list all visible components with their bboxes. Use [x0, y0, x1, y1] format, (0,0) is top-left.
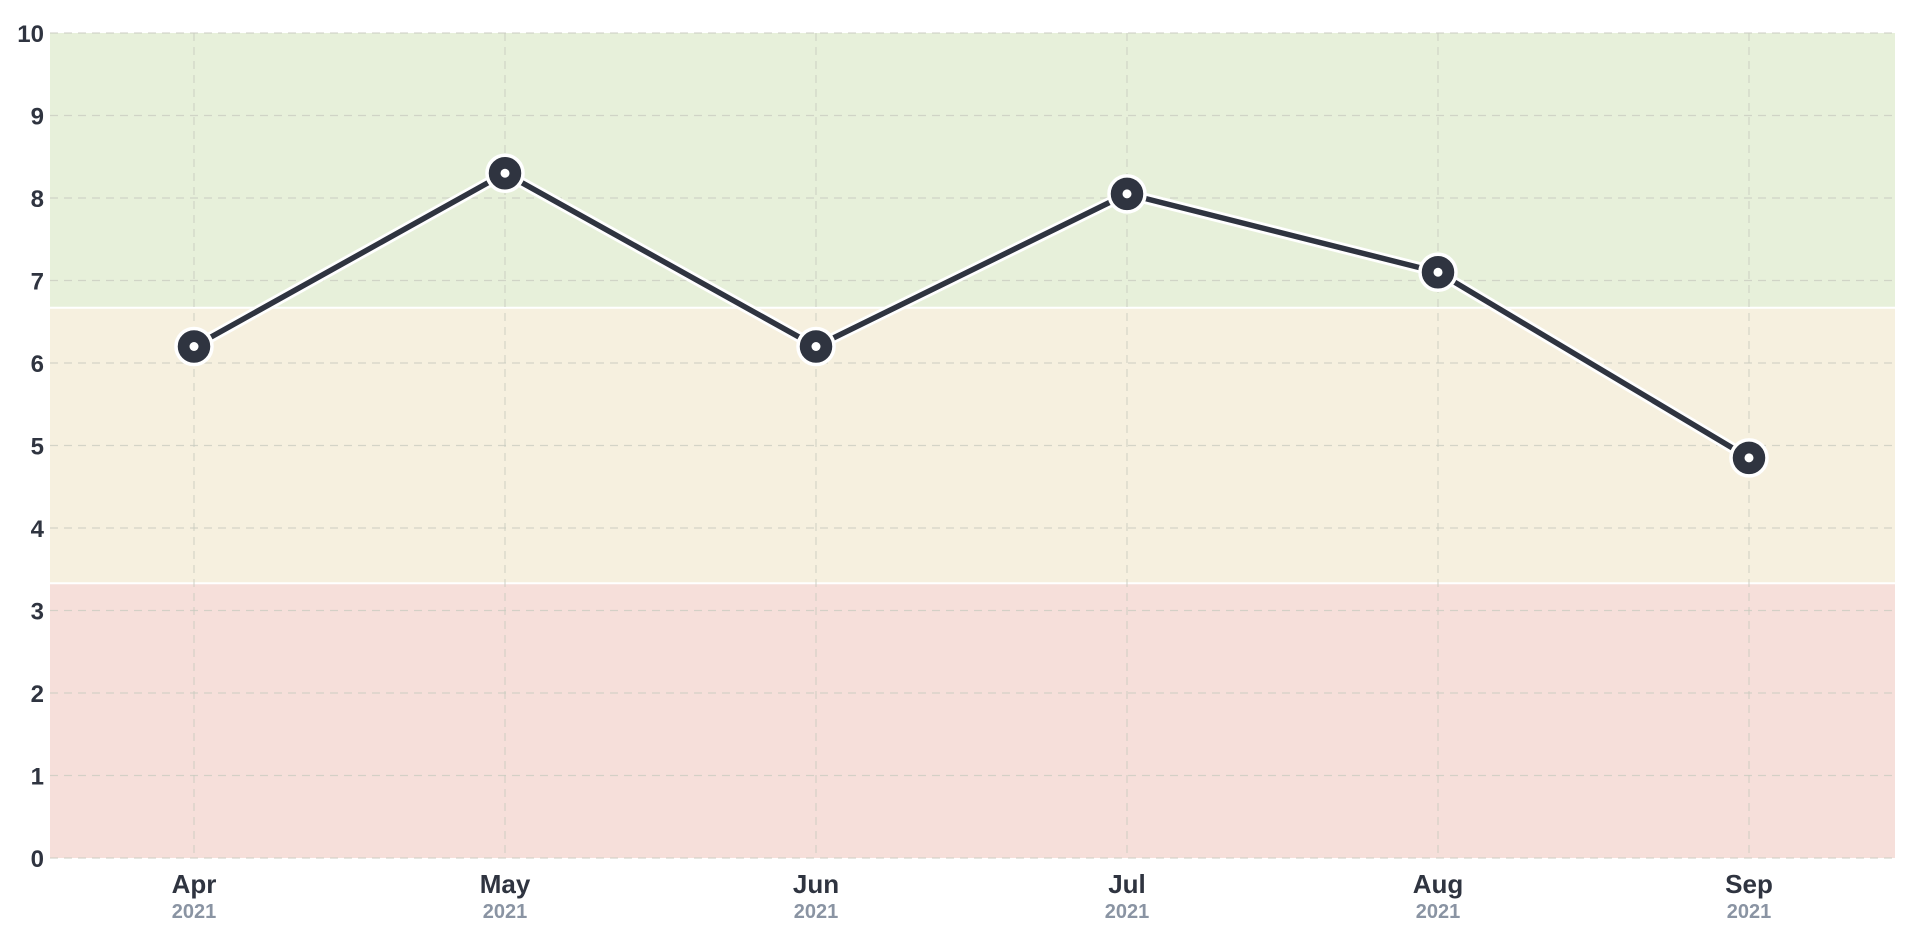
x-tick-year-3: 2021	[1105, 901, 1150, 923]
x-tick-year-1: 2021	[483, 901, 528, 923]
series-layer	[174, 153, 1769, 478]
y-tick-label-6: 6	[31, 351, 44, 378]
y-tick-label-4: 4	[31, 516, 45, 543]
y-tick-label-10: 10	[17, 21, 44, 48]
y-tick-label-5: 5	[31, 434, 44, 461]
y-tick-label-1: 1	[31, 764, 44, 791]
y-tick-label-9: 9	[31, 104, 44, 131]
x-tick-label-1: May	[480, 869, 531, 899]
x-tick-label-4: Aug	[1413, 869, 1464, 899]
data-point-center-5	[1744, 453, 1754, 463]
x-tick-year-4: 2021	[1416, 901, 1461, 923]
x-tick-year-5: 2021	[1727, 901, 1772, 923]
y-tick-label-8: 8	[31, 186, 44, 213]
y-tick-label-2: 2	[31, 681, 44, 708]
data-point-center-3	[1122, 189, 1132, 199]
x-tick-label-3: Jul	[1108, 869, 1146, 899]
y-axis: 0 1 2 3 4 5 6 7 8 9 10	[17, 21, 44, 873]
x-tick-label-5: Sep	[1725, 869, 1773, 899]
background-band-2	[50, 33, 1895, 308]
x-tick-label-2: Jun	[793, 869, 839, 899]
x-axis: Apr2021May2021Jun2021Jul2021Aug2021Sep20…	[172, 869, 1773, 923]
data-point-center-0	[189, 342, 199, 351]
background-band-0	[50, 583, 1895, 858]
x-tick-label-0: Apr	[172, 869, 217, 899]
data-point-center-1	[500, 168, 510, 178]
data-point-center-4	[1433, 267, 1443, 277]
x-tick-year-0: 2021	[172, 901, 217, 923]
y-tick-label-7: 7	[31, 269, 44, 296]
y-tick-label-3: 3	[31, 599, 44, 626]
grid-lines	[50, 32, 1895, 859]
background-bands	[50, 33, 1895, 858]
y-tick-label-0: 0	[31, 846, 44, 873]
data-point-center-2	[811, 342, 821, 351]
series-line-0	[191, 170, 1752, 461]
background-band-1	[50, 307, 1895, 584]
x-tick-year-2: 2021	[794, 901, 839, 923]
